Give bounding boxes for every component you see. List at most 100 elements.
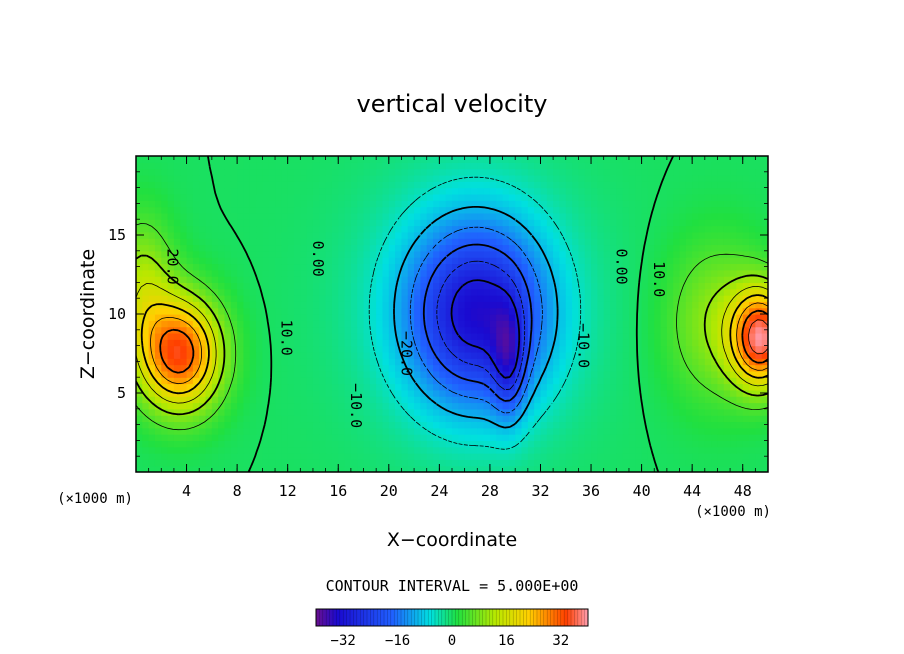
field-cell <box>591 162 598 170</box>
field-cell <box>173 440 181 448</box>
field-cell <box>704 402 712 410</box>
field-cell <box>717 440 725 448</box>
field-cell <box>508 212 516 220</box>
field-cell <box>249 295 257 302</box>
field-cell <box>565 156 573 163</box>
field-cell <box>154 219 162 227</box>
field-cell <box>369 364 377 372</box>
field-cell <box>698 408 706 416</box>
field-cell <box>344 320 352 328</box>
field-cell <box>660 332 668 340</box>
field-cell <box>584 377 592 385</box>
field-cell <box>363 212 371 220</box>
field-cell <box>749 326 756 334</box>
field-cell <box>376 370 384 378</box>
field-cell <box>319 206 327 214</box>
field-cell <box>388 276 396 283</box>
field-cell <box>350 465 358 472</box>
field-cell <box>363 276 371 283</box>
field-cell <box>161 187 169 195</box>
field-cell <box>572 282 579 290</box>
field-cell <box>591 377 598 385</box>
field-cell <box>489 295 497 302</box>
field-cell <box>331 288 339 296</box>
field-cell <box>635 200 643 208</box>
field-cell <box>496 244 504 252</box>
field-cell <box>578 212 586 220</box>
field-cell <box>584 427 592 435</box>
field-cell <box>395 301 403 309</box>
field-cell <box>306 238 314 246</box>
field-cell <box>622 181 630 189</box>
field-cell <box>180 276 188 283</box>
field-cell <box>540 345 548 353</box>
field-cell <box>154 440 162 448</box>
field-cell <box>578 446 586 454</box>
field-cell <box>559 200 567 208</box>
field-cell <box>553 244 561 252</box>
field-cell <box>477 244 485 252</box>
field-cell <box>730 301 737 309</box>
field-cell <box>369 351 377 359</box>
field-cell <box>218 314 226 321</box>
field-cell <box>407 162 415 170</box>
field-cell <box>559 446 567 454</box>
field-cell <box>572 396 579 404</box>
field-cell <box>218 181 226 189</box>
field-cell <box>249 200 257 208</box>
field-cell <box>521 358 529 366</box>
field-cell <box>641 320 649 328</box>
field-cell <box>584 415 592 423</box>
field-cell <box>237 446 245 454</box>
field-cell <box>692 402 700 410</box>
field-cell <box>350 427 358 435</box>
field-cell <box>388 269 396 277</box>
field-cell <box>350 314 358 321</box>
field-cell <box>180 295 188 302</box>
field-cell <box>262 295 270 302</box>
field-cell <box>294 351 301 359</box>
field-cell <box>502 219 510 227</box>
field-cell <box>230 453 238 460</box>
field-cell <box>508 301 516 309</box>
field-cell <box>489 301 497 309</box>
field-cell <box>167 421 175 429</box>
field-cell <box>205 238 213 246</box>
field-cell <box>730 345 737 353</box>
field-cell <box>685 326 693 334</box>
field-cell <box>161 156 169 163</box>
field-cell <box>369 263 377 271</box>
field-cell <box>546 231 554 239</box>
field-cell <box>407 459 415 467</box>
field-cell <box>148 465 156 472</box>
field-cell <box>357 238 365 246</box>
field-cell <box>654 156 662 163</box>
field-cell <box>641 219 649 227</box>
field-cell <box>603 358 611 366</box>
field-cell <box>388 307 396 315</box>
field-cell <box>401 301 409 309</box>
field-cell <box>300 156 308 163</box>
field-cell <box>622 206 630 214</box>
field-cell <box>553 156 561 163</box>
field-cell <box>262 364 270 372</box>
field-cell <box>616 459 624 467</box>
field-cell <box>433 408 440 416</box>
field-cell <box>635 212 643 220</box>
field-cell <box>256 364 263 372</box>
field-cell <box>496 156 504 163</box>
field-cell <box>673 364 681 372</box>
field-cell <box>287 364 295 372</box>
field-cell <box>211 193 219 201</box>
field-cell <box>275 263 282 271</box>
field-cell <box>319 383 327 391</box>
field-cell <box>635 389 643 397</box>
field-cell <box>325 377 333 385</box>
field-cell <box>357 282 365 290</box>
field-cell <box>521 314 529 321</box>
field-cell <box>704 263 712 271</box>
field-cell <box>603 370 611 378</box>
field-cell <box>369 301 377 309</box>
field-cell <box>243 345 251 353</box>
field-cell <box>496 206 504 214</box>
